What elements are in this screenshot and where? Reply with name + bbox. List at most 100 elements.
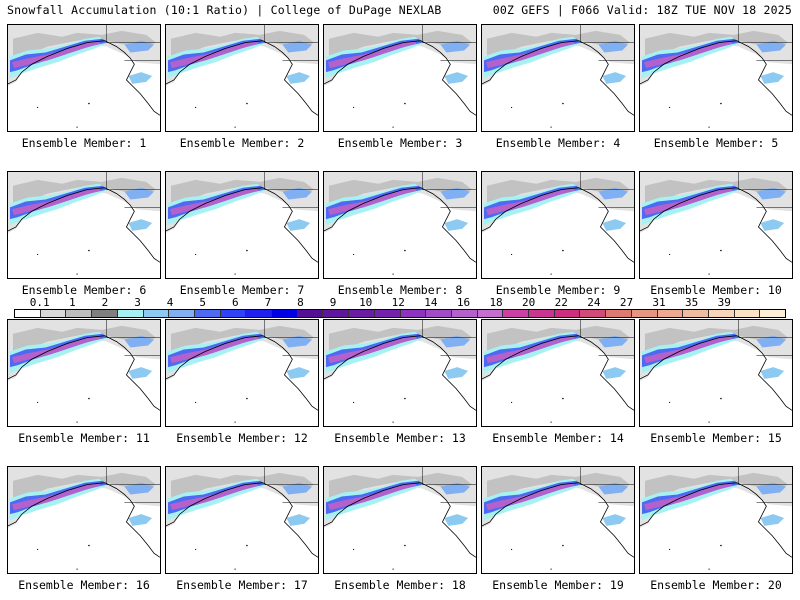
island-dot — [550, 126, 552, 128]
border-lines — [264, 25, 318, 61]
island-dot — [562, 544, 564, 547]
island-dot — [708, 273, 710, 275]
land-snow-gray — [12, 30, 157, 63]
colorbar-segment — [477, 310, 504, 317]
snow-blob-west-us — [602, 514, 627, 526]
land-snow-gray — [644, 472, 789, 505]
island-dot — [562, 397, 564, 400]
island-dot — [195, 106, 197, 109]
ensemble-member-map — [165, 24, 319, 132]
land-snow-gray — [486, 177, 631, 210]
island-dot — [234, 421, 236, 423]
land-snow-gray — [12, 472, 157, 505]
snow-band-core — [485, 482, 575, 511]
ensemble-member-map — [7, 24, 161, 132]
border-lines — [422, 172, 476, 208]
ensemble-member-label: Ensemble Member: 12 — [176, 431, 308, 445]
island-dot — [720, 249, 722, 252]
ensemble-member-map — [7, 171, 161, 279]
island-dot — [234, 273, 236, 275]
island-dot — [720, 102, 722, 105]
island-dot — [76, 421, 78, 423]
island-dot — [511, 253, 513, 256]
snow-blob-west-us — [602, 219, 627, 231]
snow-blob-west-us — [128, 219, 153, 231]
snow-blob-west-us — [444, 367, 469, 379]
land-snow-gray — [328, 472, 473, 505]
colorbar-segment — [297, 310, 324, 317]
land-snow-gray — [170, 325, 315, 358]
colorbar-label: 8 — [297, 296, 304, 309]
island-dot — [392, 273, 394, 275]
colorbar-label: 22 — [554, 296, 568, 309]
snow-blob-ne — [598, 335, 629, 348]
coastline — [8, 187, 160, 263]
coastline — [482, 482, 634, 558]
colorbar-segment — [708, 310, 735, 317]
island-dot — [392, 568, 394, 570]
snow-blob-ne — [124, 187, 155, 200]
snow-blob-ne — [282, 40, 313, 53]
colorbar-label: 27 — [619, 296, 634, 309]
island-dot — [195, 253, 197, 256]
colorbar-label: 16 — [456, 296, 471, 309]
coastline — [640, 335, 792, 411]
colorbar-segment — [529, 310, 555, 317]
snow-blob-west-us — [286, 72, 311, 84]
colorbar-segment — [606, 310, 632, 317]
island-dot — [246, 249, 248, 252]
snow-blob-ne — [282, 187, 313, 200]
colorbar-segment — [143, 310, 170, 317]
border-lines — [580, 320, 634, 356]
border-lines — [106, 172, 160, 208]
land-snow-gray — [644, 325, 789, 358]
ensemble-member-map — [481, 24, 635, 132]
border-lines — [106, 467, 160, 503]
colorbar-label: 39 — [717, 296, 731, 309]
ensemble-member-label: Ensemble Member: 20 — [650, 578, 782, 592]
snow-blob-west-us — [760, 514, 785, 526]
land-snow-gray — [486, 325, 631, 358]
colorbar-label: 9 — [329, 296, 337, 309]
island-dot — [720, 397, 722, 400]
land-snow-gray — [12, 177, 157, 210]
colorbar-segment — [246, 310, 273, 317]
snow-blob-west-us — [444, 72, 469, 84]
ensemble-member-label: Ensemble Member: 16 — [18, 578, 150, 592]
snow-blob-ne — [282, 482, 313, 495]
colorbar-label: 3 — [134, 296, 141, 309]
island-dot — [353, 401, 355, 404]
colorbar-segment — [734, 310, 761, 317]
snow-blob-west-us — [602, 72, 627, 84]
ensemble-member-label: Ensemble Member: 14 — [492, 431, 624, 445]
island-dot — [353, 548, 355, 551]
coastline — [482, 187, 634, 263]
island-dot — [246, 102, 248, 105]
ensemble-member-map — [639, 24, 793, 132]
colorbar-segment — [92, 310, 118, 317]
island-dot — [708, 126, 710, 128]
coastline — [324, 187, 476, 263]
colorbar-segment — [15, 310, 41, 317]
snow-blob-west-us — [286, 219, 311, 231]
snow-band-core — [169, 335, 259, 364]
coastline — [166, 40, 318, 116]
ensemble-member-label: Ensemble Member: 13 — [334, 431, 466, 445]
border-lines — [106, 320, 160, 356]
border-lines — [738, 467, 792, 503]
island-dot — [404, 397, 406, 400]
border-lines — [264, 320, 318, 356]
snow-blob-ne — [440, 40, 471, 53]
ensemble-member-label: Ensemble Member: 10 — [650, 283, 782, 297]
model-run-valid-time: 00Z GEFS | F066 Valid: 18Z TUE NOV 18 20… — [492, 3, 792, 17]
ensemble-member-map — [165, 319, 319, 427]
colorbar-label: 12 — [391, 296, 405, 309]
ensemble-member-label: Ensemble Member: 18 — [334, 578, 466, 592]
border-lines — [738, 320, 792, 356]
snow-blob-ne — [124, 482, 155, 495]
island-dot — [392, 126, 394, 128]
island-dot — [511, 106, 513, 109]
land-snow-gray — [170, 30, 315, 63]
map-title: Snowfall Accumulation (10:1 Ratio) | Col… — [7, 3, 442, 17]
island-dot — [669, 401, 671, 404]
